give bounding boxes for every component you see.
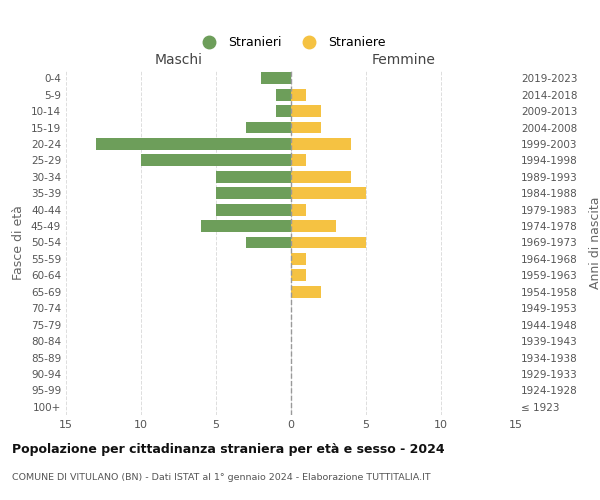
Bar bbox=[291, 270, 306, 281]
Bar bbox=[276, 105, 291, 117]
Bar bbox=[201, 220, 291, 232]
Text: Maschi: Maschi bbox=[155, 52, 203, 66]
Bar bbox=[291, 286, 321, 298]
Bar bbox=[291, 171, 351, 182]
Bar bbox=[291, 122, 321, 134]
Bar bbox=[291, 253, 306, 265]
Bar bbox=[216, 171, 291, 182]
Bar bbox=[246, 236, 291, 248]
Bar bbox=[291, 204, 306, 216]
Text: COMUNE DI VITULANO (BN) - Dati ISTAT al 1° gennaio 2024 - Elaborazione TUTTITALI: COMUNE DI VITULANO (BN) - Dati ISTAT al … bbox=[12, 472, 431, 482]
Y-axis label: Anni di nascita: Anni di nascita bbox=[589, 196, 600, 289]
Bar bbox=[141, 154, 291, 166]
Bar bbox=[276, 88, 291, 101]
Bar bbox=[291, 138, 351, 150]
Bar bbox=[216, 204, 291, 216]
Bar bbox=[246, 122, 291, 134]
Bar bbox=[291, 105, 321, 117]
Text: Femmine: Femmine bbox=[371, 52, 436, 66]
Bar bbox=[291, 154, 306, 166]
Legend: Stranieri, Straniere: Stranieri, Straniere bbox=[192, 32, 390, 54]
Bar bbox=[291, 236, 366, 248]
Bar bbox=[216, 188, 291, 199]
Bar bbox=[261, 72, 291, 84]
Text: Popolazione per cittadinanza straniera per età e sesso - 2024: Popolazione per cittadinanza straniera p… bbox=[12, 442, 445, 456]
Bar bbox=[291, 220, 336, 232]
Y-axis label: Fasce di età: Fasce di età bbox=[13, 205, 25, 280]
Bar bbox=[291, 188, 366, 199]
Bar bbox=[96, 138, 291, 150]
Bar bbox=[291, 88, 306, 101]
